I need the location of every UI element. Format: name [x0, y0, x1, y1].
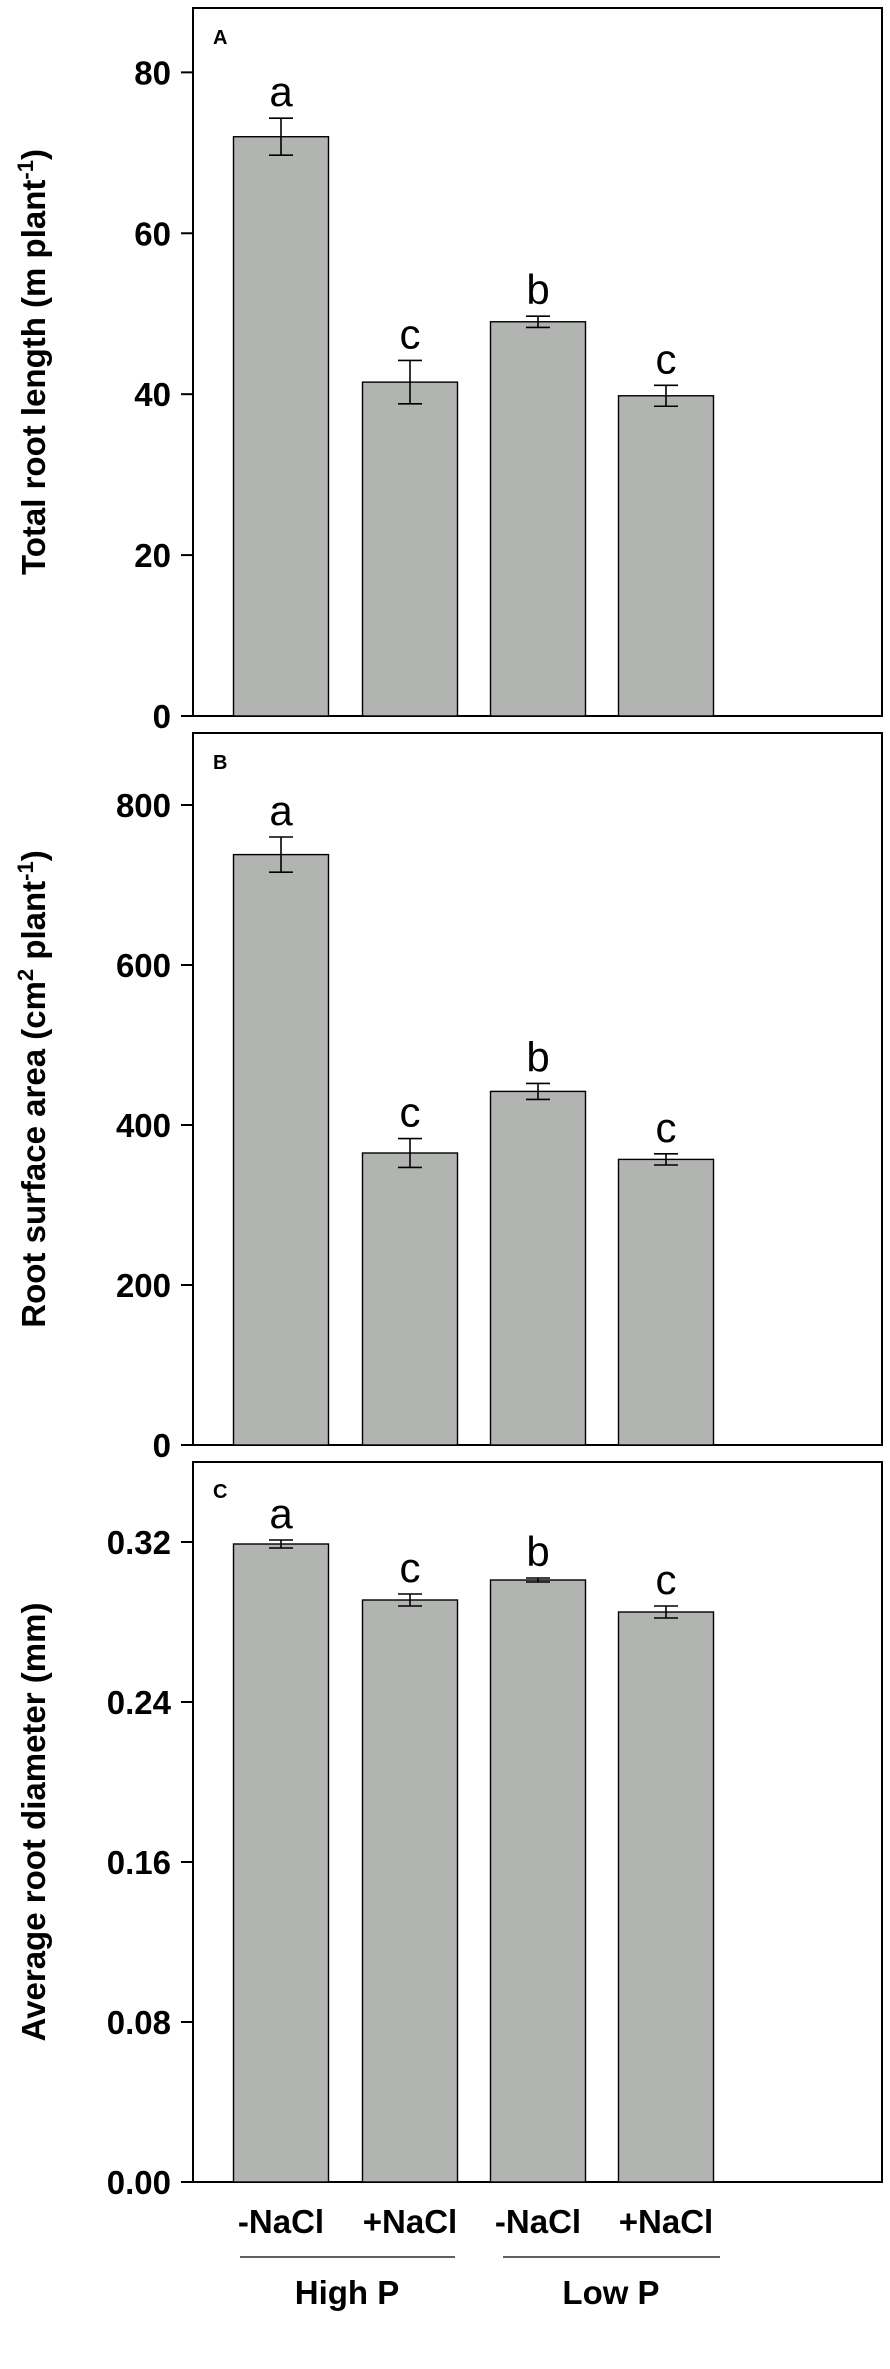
panel-b-bar	[361, 1152, 459, 1446]
panel-b-letter: B	[213, 752, 227, 774]
panel-a-error-bar	[526, 315, 550, 329]
panel-a-error-bar	[269, 117, 293, 157]
panel-a-letter: A	[213, 27, 227, 49]
panel-a-ylabel: Total root length (m plant-1)	[13, 149, 52, 575]
panel-c-bar	[489, 1579, 587, 2183]
panel-b-significance-letter: c	[400, 1089, 421, 1136]
panel-b-error-bar	[398, 1137, 422, 1169]
panel-b-significance-letter: b	[526, 1033, 549, 1080]
panel-c-significance-letter: c	[656, 1556, 677, 1603]
panel-b: B 0 200 400 600 800 Root surface area (cm2 pla…	[13, 732, 883, 1464]
x-category-label: +NaCl	[363, 2203, 457, 2240]
panel-a-ytick-label: 20	[134, 537, 171, 574]
panel-b-ylabel: Root surface area (cm2 plant-1)	[13, 850, 52, 1327]
panel-a: A 0 20 40 60 80 Total root length (m plant-1) a…	[13, 7, 883, 735]
panel-b-ytick-label: 400	[116, 1107, 171, 1144]
panel-a-error-bar	[654, 384, 678, 408]
panel-c-significance-letter: b	[526, 1528, 549, 1575]
panel-b-error-bar	[654, 1153, 678, 1166]
panel-c-ylabel: Average root diameter (mm)	[15, 1603, 52, 2042]
panel-b-bar	[617, 1158, 715, 1446]
panel-a-ytick-label: 40	[134, 376, 171, 413]
panel-c-letter: C	[213, 1481, 227, 1503]
panel-c-ytick-label: 0.16	[107, 1844, 171, 1881]
panel-a-ytick-label: 0	[153, 698, 171, 735]
panel-b-ytick-label: 0	[153, 1427, 171, 1464]
panel-a-significance-letter: c	[656, 335, 677, 382]
panel-b-significance-letter: a	[269, 787, 293, 834]
panel-a-significance-letter: a	[269, 68, 293, 115]
group-label: Low P	[562, 2274, 659, 2311]
x-category-label: -NaCl	[238, 2203, 324, 2240]
panel-c-bar	[617, 1611, 715, 2183]
group-label: High P	[295, 2274, 400, 2311]
panel-a-significance-letter: c	[400, 310, 421, 357]
panel-a-ytick-label: 60	[134, 215, 171, 252]
panel-a-significance-letter: b	[526, 266, 549, 313]
panel-a-error-bar	[398, 359, 422, 405]
panel-c-ytick-label: 0.08	[107, 2004, 171, 2041]
panel-b-ytick-label: 200	[116, 1267, 171, 1304]
panel-c-ytick-label: 0.24	[107, 1684, 172, 1721]
panel-a-ytick-label: 80	[134, 54, 171, 91]
x-category-label: +NaCl	[619, 2203, 713, 2240]
panel-a-bar	[232, 136, 330, 717]
panel-a-bar	[617, 395, 715, 717]
panel-c-error-bar	[398, 1593, 422, 1607]
panel-a-bar	[489, 321, 587, 717]
panel-c-ytick-label: 0.00	[107, 2164, 171, 2201]
panel-b-ytick-label: 800	[116, 787, 171, 824]
panel-b-bar	[232, 853, 330, 1446]
panel-b-significance-letter: c	[656, 1104, 677, 1151]
panel-c-bar	[361, 1599, 459, 2183]
panel-c-error-bar	[269, 1539, 293, 1549]
panel-b-ytick-label: 600	[116, 947, 171, 984]
panel-b-bar	[489, 1090, 587, 1446]
panels: A 0 20 40 60 80 Total root length (m plant-1) a…	[13, 7, 883, 2201]
panel-a-bar	[361, 381, 459, 717]
panel-c-ytick-label: 0.32	[107, 1524, 171, 1561]
panel-c-significance-letter: c	[400, 1544, 421, 1591]
panel-c: C 0.00 0.08 0.16 0.24 0.32 Average root diamet…	[15, 1461, 883, 2201]
panel-b-error-bar	[269, 836, 293, 874]
x-category-label: -NaCl	[495, 2203, 581, 2240]
panel-b-error-bar	[526, 1082, 550, 1101]
panel-c-significance-letter: a	[269, 1490, 293, 1537]
panel-c-error-bar	[654, 1605, 678, 1619]
panel-c-error-bar	[526, 1577, 550, 1583]
x-axis-area: -NaCl +NaCl -NaCl +NaCl High P Low P	[238, 2203, 720, 2311]
panel-c-bar	[232, 1543, 330, 2183]
